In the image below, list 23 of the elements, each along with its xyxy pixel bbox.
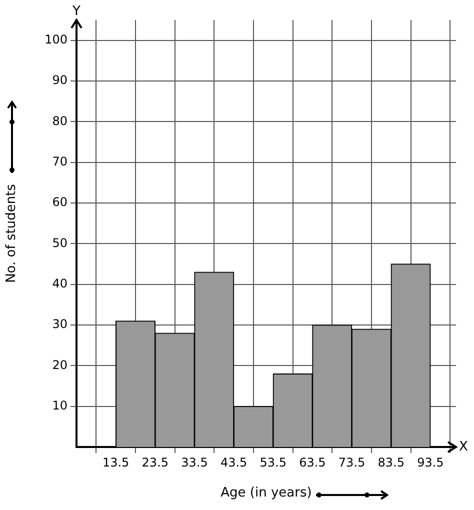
text: X bbox=[459, 439, 468, 454]
y-tick-label: 40 bbox=[52, 276, 68, 290]
text: Y bbox=[72, 4, 81, 19]
y-tick-label: 80 bbox=[52, 114, 68, 128]
x-tick-label: 93.5 bbox=[417, 455, 444, 470]
x-tick-label: 63.5 bbox=[299, 455, 326, 470]
x-tick-label: 23.5 bbox=[142, 455, 169, 470]
y-tick-label: 70 bbox=[52, 154, 68, 168]
x-tick-label: 33.5 bbox=[181, 455, 208, 470]
y-axis-title: No. of students bbox=[4, 184, 20, 283]
x-tick-label: 53.5 bbox=[260, 455, 286, 470]
x-tick-label: 43.5 bbox=[220, 455, 248, 470]
y-tick-label: 50 bbox=[52, 236, 68, 250]
y-tick-label: 20 bbox=[52, 358, 68, 372]
x-axis-title: Age (in years) bbox=[220, 486, 312, 501]
y-tick-label: 30 bbox=[52, 317, 68, 332]
y-tick-label: 10 bbox=[52, 398, 68, 412]
y-tick-label: 100 bbox=[44, 32, 68, 46]
x-tick-label: 83.5 bbox=[378, 455, 404, 470]
y-tick-label: 90 bbox=[52, 73, 68, 88]
x-tick-label: 73.5 bbox=[338, 455, 366, 470]
y-tick-label: 60 bbox=[52, 195, 68, 210]
x-tick-label: 13.5 bbox=[102, 455, 130, 470]
